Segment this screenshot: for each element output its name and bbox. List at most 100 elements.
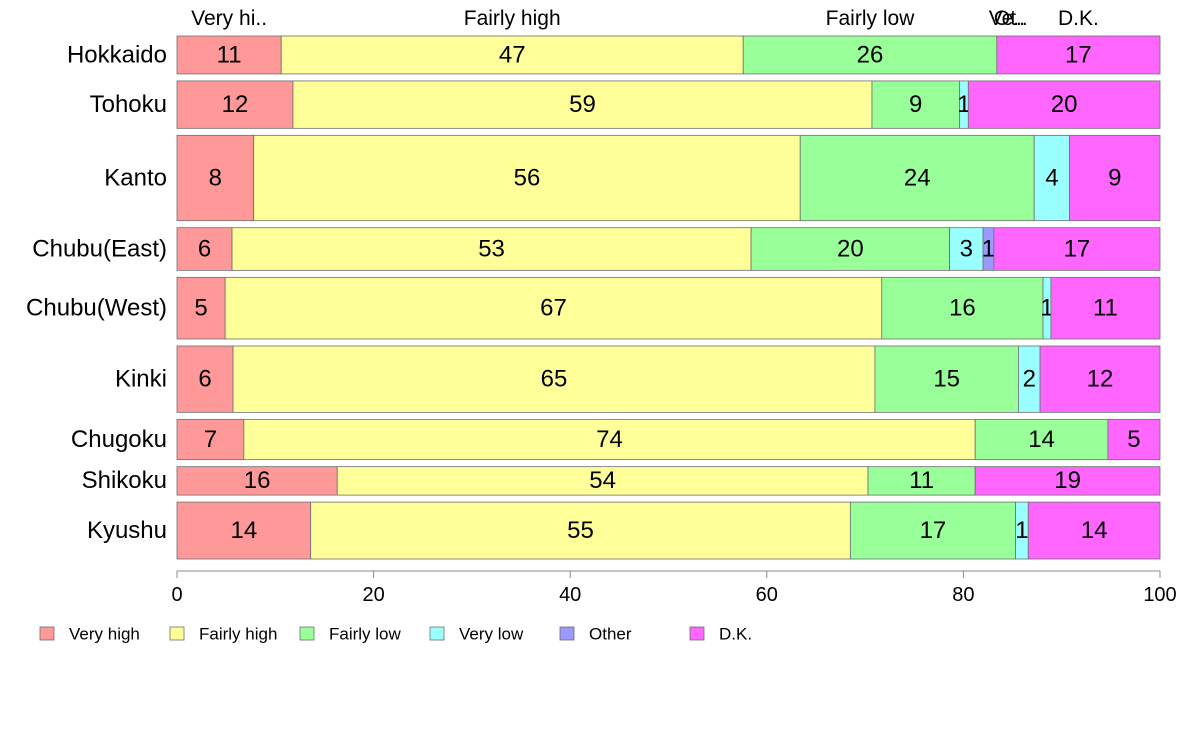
segment-label: 53: [478, 235, 505, 262]
bar-segment: [280, 35, 744, 75]
bar-segment: [1039, 345, 1161, 413]
bar-segment: [224, 276, 883, 340]
segment-label: 5: [1127, 426, 1140, 453]
segment-label: 9: [909, 91, 922, 118]
bar-segment: [867, 466, 976, 496]
bar-segment: [310, 501, 851, 560]
segment-label: 14: [1081, 517, 1108, 544]
segment-label: 19: [1054, 467, 1081, 494]
legend-swatch: [689, 626, 705, 641]
segment-label: 11: [1093, 295, 1118, 322]
bar-segment: [949, 227, 984, 271]
bar-segment: [967, 80, 1161, 129]
bar-segment: [176, 80, 294, 129]
segment-label: 16: [244, 467, 271, 494]
bar-segment: [881, 276, 1044, 340]
segment-label: 54: [589, 467, 616, 494]
segment-label: 17: [1065, 41, 1092, 68]
bar-segment: [993, 227, 1161, 271]
bar-segment: [742, 35, 998, 75]
bar-segment: [996, 35, 1161, 75]
x-tick-label: 0: [171, 584, 182, 606]
bar-segment: [1033, 134, 1070, 222]
bar-segment: [1050, 276, 1161, 340]
segment-label: 7: [204, 426, 217, 453]
segment-label: 3: [960, 235, 973, 262]
category-label: Hokkaido: [67, 41, 167, 68]
bar-segment: [176, 466, 338, 496]
segment-label: 47: [499, 41, 526, 68]
segment-label: 14: [230, 517, 257, 544]
top-category-label: Fairly high: [464, 7, 561, 30]
segment-label: 74: [596, 426, 623, 453]
x-tick-label: 60: [756, 584, 778, 606]
bar-segment: [253, 134, 801, 222]
bar-segment: [176, 134, 255, 222]
legend-swatch: [39, 626, 55, 641]
category-label: Chubu(East): [32, 235, 167, 262]
segment-label: 12: [222, 91, 249, 118]
category-label: Chubu(West): [26, 295, 167, 322]
x-tick-label: 100: [1143, 584, 1176, 606]
bar-segment: [750, 227, 951, 271]
legend-swatch: [429, 626, 445, 641]
legend-swatch: [169, 626, 185, 641]
top-category-label: Fairly low: [826, 7, 916, 30]
segment-label: 17: [920, 517, 947, 544]
bar-segment: [871, 80, 960, 129]
legend-label: D.K.: [719, 624, 752, 643]
x-tick-label: 80: [952, 584, 974, 606]
segment-label: 11: [909, 467, 934, 494]
segment-label: 4: [1045, 164, 1058, 191]
bar-segment: [1107, 418, 1161, 461]
segment-label: 56: [514, 164, 541, 191]
x-tick-label: 40: [559, 584, 581, 606]
bar-segment: [176, 345, 234, 413]
segment-label: 17: [1064, 235, 1091, 262]
bar-segment: [974, 466, 1161, 496]
bar-segment: [232, 345, 876, 413]
top-category-label: Ot..: [994, 7, 1028, 30]
segment-label: 15: [933, 366, 960, 393]
legend-label: Fairly high: [199, 624, 277, 643]
segment-label: 67: [540, 295, 567, 322]
bar-segment: [1027, 501, 1161, 560]
segment-label: 59: [569, 91, 596, 118]
segment-label: 24: [904, 164, 931, 191]
segment-label: 8: [209, 164, 222, 191]
bar-segment: [336, 466, 869, 496]
category-label: Kyushu: [87, 517, 167, 544]
category-label: Chugoku: [71, 426, 167, 453]
bar-segment: [799, 134, 1035, 222]
bar-segment: [176, 501, 312, 560]
segment-label: 1: [982, 235, 995, 262]
segment-label: 12: [1087, 366, 1114, 393]
category-label: Kinki: [115, 366, 167, 393]
legend-label: Very high: [69, 624, 140, 643]
x-tick-label: 20: [362, 584, 384, 606]
segment-label: 1: [957, 91, 970, 118]
top-category-label: D.K.: [1058, 7, 1099, 30]
segment-label: 20: [1051, 91, 1078, 118]
bar-segment: [874, 345, 1019, 413]
segment-label: 6: [198, 366, 211, 393]
segment-label: 16: [949, 295, 976, 322]
bar-segment: [176, 276, 226, 340]
bar-segment: [974, 418, 1109, 461]
bar-segment: [292, 80, 873, 129]
bar-segment: [176, 227, 233, 271]
segment-label: 55: [567, 517, 594, 544]
legend-label: Other: [589, 624, 632, 643]
bar-segment: [176, 418, 245, 461]
segment-label: 14: [1028, 426, 1055, 453]
bar-segment: [243, 418, 976, 461]
segment-label: 2: [1023, 366, 1036, 393]
segment-label: 20: [837, 235, 864, 262]
category-label: Kanto: [104, 164, 167, 191]
bar-segment: [1069, 134, 1161, 222]
segment-label: 9: [1108, 164, 1121, 191]
legend-label: Very low: [459, 624, 524, 643]
legend-label: Fairly low: [329, 624, 402, 643]
